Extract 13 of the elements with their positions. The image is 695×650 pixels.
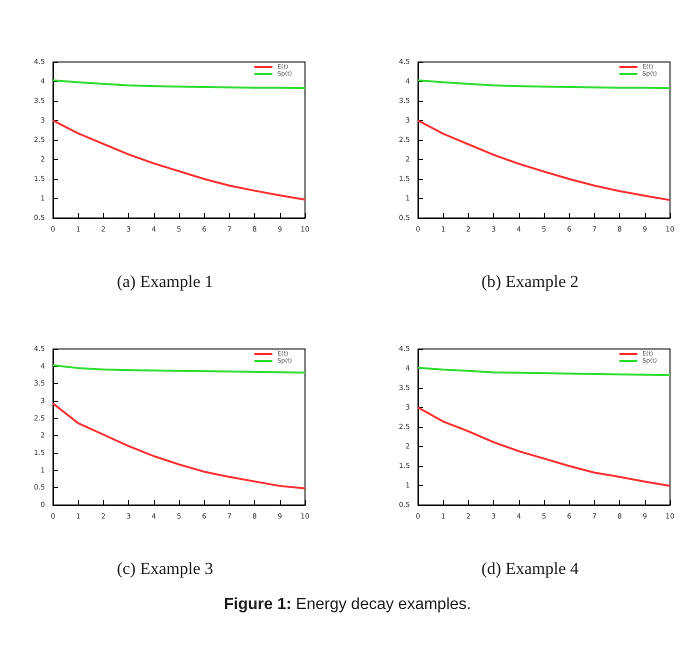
text: (b) Example 2: [480, 272, 580, 292]
caption: Figure 1: Energy decay examples.: [224, 596, 472, 613]
line-series: [52, 120, 306, 201]
line-series: [417, 79, 671, 90]
line-series: [52, 402, 306, 490]
line-series: [417, 406, 671, 487]
text: (a) Example 1: [116, 272, 214, 292]
line-series: [52, 364, 306, 374]
text: (d) Example 4: [480, 559, 580, 579]
text: (c) Example 3: [116, 559, 214, 579]
line-series: [52, 79, 306, 90]
line-series: [417, 120, 671, 202]
line-series: [417, 366, 671, 376]
